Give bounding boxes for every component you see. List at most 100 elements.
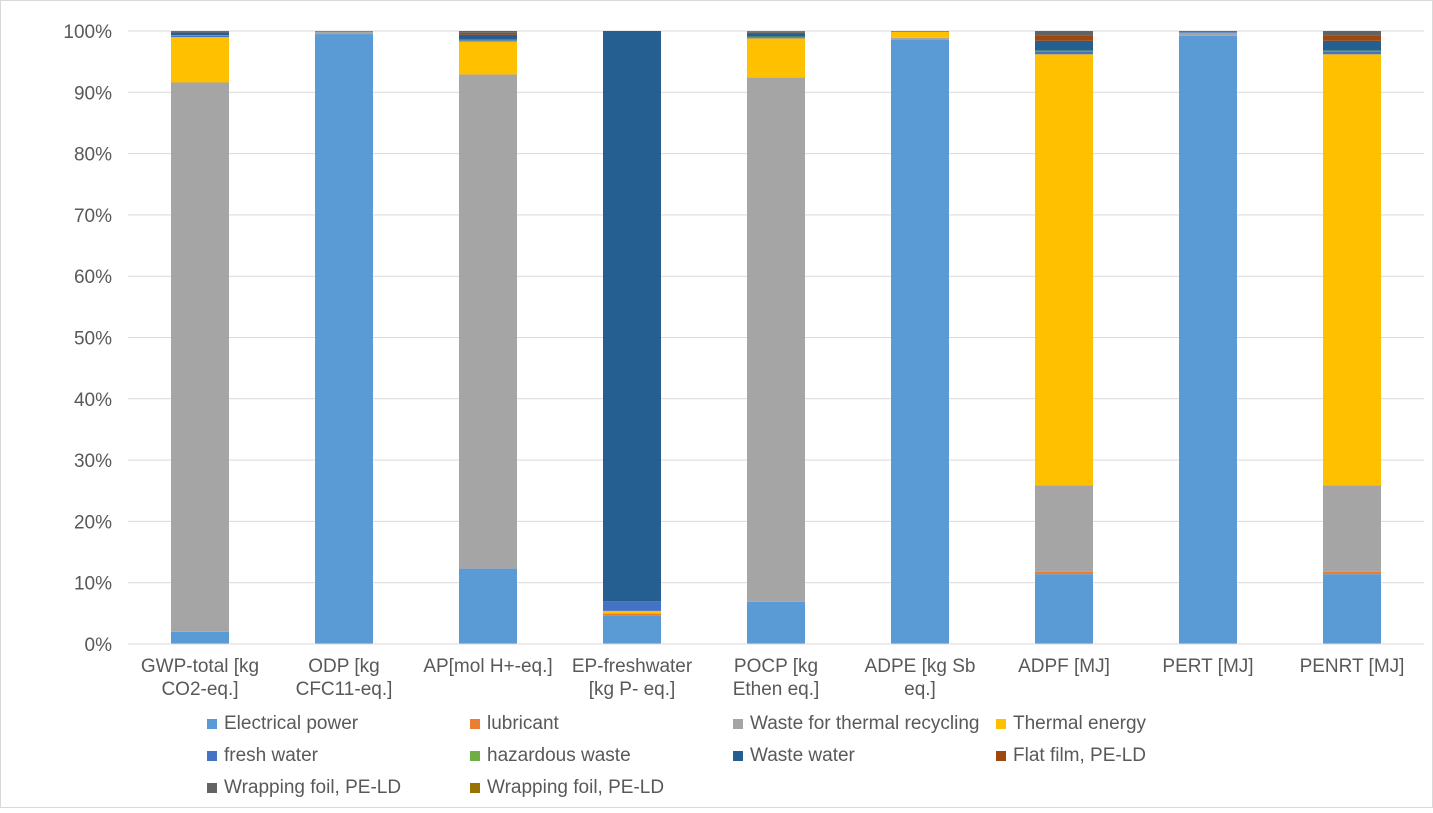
bar-segment bbox=[1035, 51, 1093, 55]
bar-stack bbox=[891, 31, 949, 644]
bar-segment bbox=[891, 37, 949, 40]
y-tick-label: 20% bbox=[74, 512, 112, 533]
bar-segment bbox=[603, 610, 661, 614]
legend-label: fresh water bbox=[224, 745, 319, 766]
bar-stack bbox=[1179, 31, 1237, 645]
legend-label: Electrical power bbox=[224, 713, 359, 734]
x-category-label: AP[mol H+-eq.] bbox=[423, 656, 552, 677]
bar-segment bbox=[171, 82, 229, 632]
y-tick-label: 0% bbox=[85, 635, 113, 656]
bar-segment bbox=[1035, 574, 1093, 644]
bar-segment bbox=[747, 37, 805, 39]
x-category-label: Ethen eq.] bbox=[733, 679, 820, 700]
bar-segment bbox=[1179, 32, 1237, 33]
bar-segment bbox=[1323, 31, 1381, 36]
legend-label: Thermal energy bbox=[1013, 713, 1147, 734]
bar-segment bbox=[1323, 50, 1381, 52]
y-axis-tick-labels: 0% 10% 20% 30% 40% 50% 60% 70% 80% 90% 100% bbox=[63, 22, 112, 656]
bar-segment bbox=[603, 601, 661, 611]
bar-stack bbox=[603, 31, 661, 644]
legend-label: hazardous waste bbox=[487, 745, 631, 766]
bar-segment bbox=[747, 32, 805, 34]
legend-item: Electrical power bbox=[207, 713, 359, 734]
legend-label: lubricant bbox=[487, 713, 560, 734]
legend-swatch bbox=[470, 783, 480, 793]
legend-swatch bbox=[207, 719, 217, 729]
bar-segment bbox=[1035, 485, 1093, 572]
y-tick-label: 70% bbox=[74, 206, 112, 227]
bar-segment bbox=[891, 31, 949, 32]
bar-segment bbox=[891, 31, 949, 38]
bar-segment bbox=[171, 37, 229, 83]
bar-segment bbox=[1035, 40, 1093, 51]
bar-segment bbox=[1323, 571, 1381, 575]
legend-item: lubricant bbox=[470, 713, 560, 734]
bar-segment bbox=[1323, 40, 1381, 51]
y-tick-label: 30% bbox=[74, 451, 112, 472]
bar-segment bbox=[1179, 31, 1237, 32]
bar-stack bbox=[1323, 31, 1381, 644]
bar-segment bbox=[315, 31, 373, 32]
legend-swatch bbox=[996, 751, 1006, 761]
bar-segment bbox=[603, 31, 661, 602]
bar-segment bbox=[603, 613, 661, 616]
bar-segment bbox=[459, 568, 517, 644]
x-category-label: PERT [MJ] bbox=[1162, 656, 1253, 677]
legend-swatch bbox=[207, 751, 217, 761]
bar-segment bbox=[171, 35, 229, 36]
bar-segment bbox=[459, 41, 517, 75]
legend-swatch bbox=[996, 719, 1006, 729]
bar-stack bbox=[171, 31, 229, 644]
legend-item: Wrapping foil, PE-LD bbox=[470, 777, 664, 798]
x-category-label: eq.] bbox=[904, 679, 936, 700]
legend-swatch bbox=[470, 719, 480, 729]
y-tick-label: 90% bbox=[74, 83, 112, 104]
x-category-label: PENRT [MJ] bbox=[1300, 656, 1405, 677]
legend-item: fresh water bbox=[207, 745, 319, 766]
bar-segment bbox=[747, 36, 805, 38]
bar-segment bbox=[603, 615, 661, 644]
bar-segment bbox=[747, 33, 805, 37]
bar-segment bbox=[1323, 54, 1381, 486]
y-tick-label: 50% bbox=[74, 329, 112, 350]
bar-segment bbox=[171, 631, 229, 644]
x-category-label: CO2-eq.] bbox=[161, 679, 238, 700]
bar-stack bbox=[747, 31, 805, 644]
x-category-label: POCP [kg bbox=[734, 656, 818, 677]
x-category-label: GWP-total [kg bbox=[141, 656, 259, 677]
legend-item: Thermal energy bbox=[996, 713, 1147, 734]
legend-swatch bbox=[733, 719, 743, 729]
x-category-label: ODP [kg bbox=[308, 656, 379, 677]
bars bbox=[171, 31, 1381, 645]
legend-item: Wrapping foil, PE-LD bbox=[207, 777, 401, 798]
bar-segment bbox=[1179, 35, 1237, 645]
bar-segment bbox=[171, 31, 229, 33]
bar-segment bbox=[171, 32, 229, 36]
bar-segment bbox=[1323, 574, 1381, 644]
x-category-label: ADPE [kg Sb bbox=[865, 656, 976, 677]
bar-segment bbox=[1323, 485, 1381, 572]
bar-segment bbox=[747, 31, 805, 32]
bar-segment bbox=[315, 31, 373, 35]
x-category-label: [kg P- eq.] bbox=[589, 679, 676, 700]
legend-swatch bbox=[207, 783, 217, 793]
bar-segment bbox=[1035, 571, 1093, 575]
bar-segment bbox=[747, 77, 805, 602]
x-category-label: EP-freshwater bbox=[572, 656, 693, 677]
bar-segment bbox=[459, 39, 517, 41]
bar-stack bbox=[1035, 31, 1093, 644]
x-category-label: CFC11-eq.] bbox=[296, 679, 393, 700]
legend-item: Flat film, PE-LD bbox=[996, 745, 1146, 766]
bar-segment bbox=[1035, 54, 1093, 486]
bar-segment bbox=[1179, 32, 1237, 36]
legend-label: Flat film, PE-LD bbox=[1013, 745, 1146, 766]
x-category-label: ADPF [MJ] bbox=[1018, 656, 1110, 677]
bar-segment bbox=[1035, 50, 1093, 52]
legend-label: Waste water bbox=[750, 745, 856, 766]
legend-label: Wrapping foil, PE-LD bbox=[487, 777, 664, 798]
bar-segment bbox=[459, 40, 517, 42]
bar-segment bbox=[459, 31, 517, 33]
bar-segment bbox=[171, 31, 229, 32]
legend-item: Waste for thermal recycling bbox=[733, 713, 979, 734]
